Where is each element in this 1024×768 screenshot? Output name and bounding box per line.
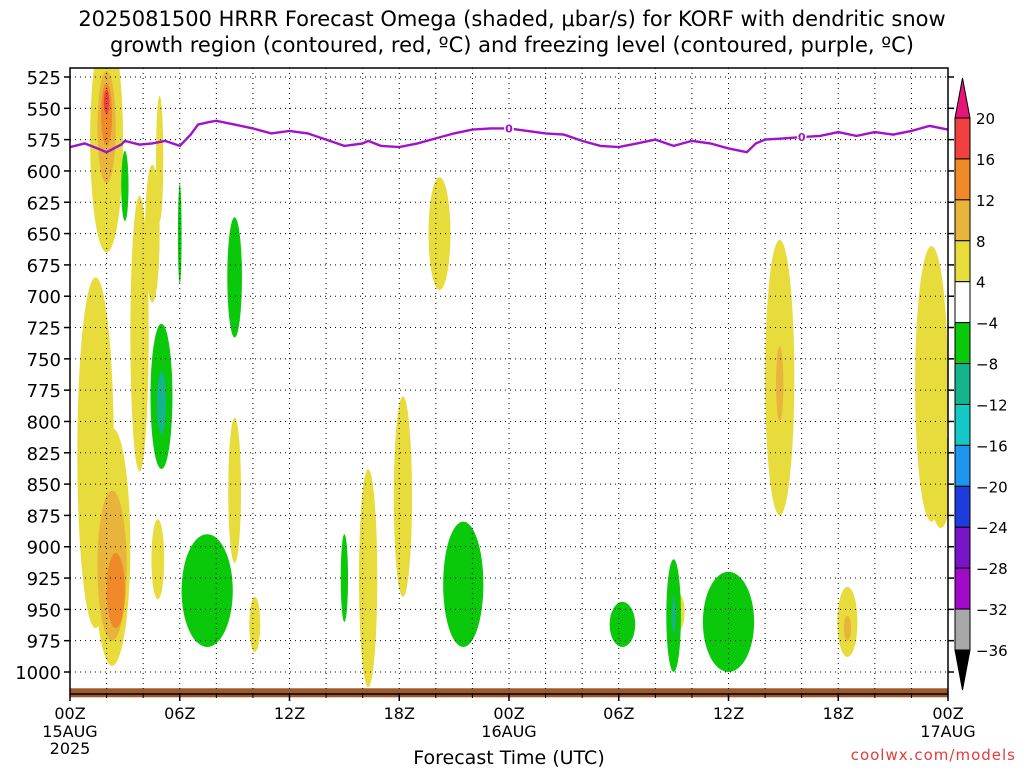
colorbar-segment-8	[954, 444, 971, 487]
colorbar-segment-7	[954, 403, 971, 446]
freezing-level-line	[70, 119, 948, 154]
omega-region-7	[106, 553, 125, 629]
y-tick-label-775: 775	[27, 381, 61, 402]
omega-region-16	[428, 177, 451, 290]
omega-region-34	[671, 596, 676, 635]
colorbar-segment-4	[954, 281, 971, 324]
colorbar-segment-2	[954, 199, 971, 242]
colorbar-segment-10	[954, 526, 971, 569]
x-tick-label-18: 18Z	[384, 704, 415, 723]
colorbar-label-11: −28	[976, 560, 1008, 578]
chart-title: 2025081500 HRRR Forecast Omega (shaded, …	[78, 7, 946, 57]
colorbar-label-2: 12	[976, 192, 995, 210]
x-tick-label-48: 00Z	[932, 704, 963, 723]
y-tick-label-800: 800	[27, 412, 61, 433]
omega-region-2	[101, 83, 113, 146]
omega-region-23	[929, 427, 948, 528]
y-tick-label-850: 850	[27, 475, 61, 496]
omega-region-13	[249, 596, 261, 652]
x-tick-label-12: 12Z	[274, 704, 305, 723]
x-tick-label-30: 06Z	[603, 704, 634, 723]
omega-region-11	[151, 519, 165, 600]
y-tick-label-750: 750	[27, 350, 61, 371]
x-tick-label-0: 00Z	[54, 704, 85, 723]
x-tick-label-36: 12Z	[713, 704, 744, 723]
omega-region-30	[340, 534, 349, 622]
y-tick-label-725: 725	[27, 319, 61, 340]
colorbar-segment-11	[954, 567, 971, 610]
colorbar-label-12: −32	[976, 601, 1008, 619]
y-tick-label-925: 925	[27, 569, 61, 590]
omega-region-24	[121, 150, 129, 222]
omega-region-29	[181, 534, 233, 647]
colorbar-label-13: −36	[976, 642, 1008, 660]
omega-region-35	[702, 571, 755, 672]
omega-region-8	[130, 195, 149, 472]
colorbar-segment-3	[954, 240, 971, 283]
freezing-level-label-1: 0	[798, 131, 806, 144]
y-tick-label-1000: 1000	[15, 663, 61, 684]
x-tick-date-48: 17AUG	[920, 722, 975, 741]
omega-region-32	[609, 601, 636, 647]
colorbar-top-arrow	[954, 77, 971, 119]
colorbar-label-1: 16	[976, 151, 995, 169]
x-axis-label: Forecast Time (UTC)	[413, 747, 604, 768]
x-tick-label-24: 00Z	[493, 704, 524, 723]
y-tick-label-875: 875	[27, 506, 61, 527]
colorbar-label-6: −8	[976, 356, 998, 374]
colorbar-label-5: −4	[976, 315, 998, 333]
omega-region-12	[228, 417, 242, 564]
x-tick-date-0: 15AUG	[42, 722, 97, 741]
colorbar-segment-12	[954, 608, 971, 651]
colorbar-label-0: 20	[976, 110, 995, 128]
y-tick-label-525: 525	[27, 68, 61, 89]
y-tick-label-600: 600	[27, 162, 61, 183]
y-tick-label-950: 950	[27, 600, 61, 621]
y-tick-label-700: 700	[27, 287, 61, 308]
omega-region-31	[443, 521, 484, 647]
terrain-strip	[70, 688, 948, 698]
y-tick-label-625: 625	[27, 193, 61, 214]
freezing-level-label-0: 0	[505, 122, 513, 135]
colorbar-label-9: −20	[976, 478, 1008, 496]
colorbar-segment-5	[954, 322, 971, 365]
colorbar-segment-9	[954, 485, 971, 528]
colorbar-label-10: −24	[976, 519, 1008, 537]
y-tick-label-650: 650	[27, 225, 61, 246]
y-tick-label-675: 675	[27, 256, 61, 277]
colorbar-segment-1	[954, 158, 971, 201]
colorbar-label-8: −16	[976, 437, 1008, 455]
colorbar-label-4: 4	[976, 274, 986, 292]
x-tick-year-0: 2025	[50, 739, 91, 758]
colorbar-segment-6	[954, 363, 971, 405]
credit-text: coolwx.com/models	[850, 746, 1016, 764]
omega-region-21	[843, 615, 852, 641]
omega-shading	[77, 68, 948, 688]
y-tick-label-975: 975	[27, 632, 61, 653]
colorbar-label-7: −12	[976, 396, 1008, 414]
colorbar-label-3: 8	[976, 233, 986, 251]
y-tick-label-550: 550	[27, 99, 61, 120]
y-tick-label-900: 900	[27, 538, 61, 559]
colorbar-bottom-arrow	[954, 649, 971, 691]
omega-region-19	[776, 346, 784, 422]
x-tick-label-42: 18Z	[823, 704, 854, 723]
omega-region-10	[155, 95, 164, 222]
omega-region-28	[227, 217, 242, 338]
colorbar-segment-0	[954, 117, 971, 160]
x-tick-label-6: 06Z	[164, 704, 195, 723]
omega-region-15	[393, 396, 413, 597]
omega-region-9	[144, 164, 160, 303]
y-tick-label-575: 575	[27, 131, 61, 152]
x-tick-date-24: 16AUG	[481, 722, 536, 741]
y-tick-label-825: 825	[27, 444, 61, 465]
omega-region-27	[156, 371, 167, 434]
omega-region-14	[359, 469, 378, 688]
